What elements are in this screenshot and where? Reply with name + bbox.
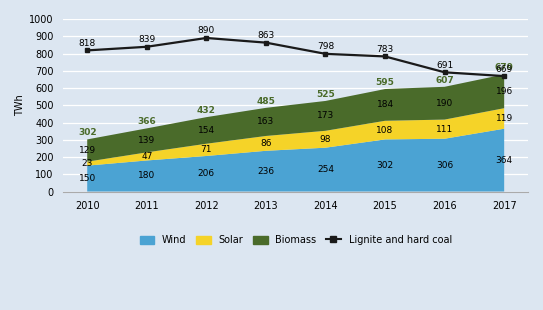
Text: 595: 595 <box>376 78 394 87</box>
Text: 129: 129 <box>79 146 96 155</box>
Text: 236: 236 <box>257 167 274 176</box>
Text: 432: 432 <box>197 106 216 115</box>
Text: 691: 691 <box>436 61 453 70</box>
Text: 364: 364 <box>496 156 513 165</box>
Text: 679: 679 <box>495 63 514 72</box>
Text: 607: 607 <box>435 76 454 85</box>
Text: 863: 863 <box>257 31 275 40</box>
Text: 139: 139 <box>138 136 155 145</box>
Text: 184: 184 <box>376 100 394 109</box>
Text: 196: 196 <box>496 87 513 96</box>
Text: 302: 302 <box>376 161 394 170</box>
Text: 525: 525 <box>316 90 335 99</box>
Text: 108: 108 <box>376 126 394 135</box>
Text: 485: 485 <box>256 97 275 106</box>
Text: 190: 190 <box>436 99 453 108</box>
Text: 111: 111 <box>436 125 453 134</box>
Text: 206: 206 <box>198 169 215 178</box>
Text: 366: 366 <box>137 117 156 126</box>
Text: 47: 47 <box>141 152 153 161</box>
Text: 71: 71 <box>200 145 212 154</box>
Text: 150: 150 <box>79 174 96 183</box>
Y-axis label: TWh: TWh <box>15 94 25 116</box>
Text: 254: 254 <box>317 165 334 174</box>
Text: 818: 818 <box>79 39 96 48</box>
Text: 154: 154 <box>198 126 215 135</box>
Text: 839: 839 <box>138 35 155 44</box>
Text: 98: 98 <box>320 135 331 144</box>
Text: 306: 306 <box>436 161 453 170</box>
Text: 23: 23 <box>81 159 93 168</box>
Text: 119: 119 <box>496 114 513 123</box>
Text: 86: 86 <box>260 139 272 148</box>
Legend: Wind, Solar, Biomass, Lignite and hard coal: Wind, Solar, Biomass, Lignite and hard c… <box>137 233 454 247</box>
Text: 163: 163 <box>257 117 275 126</box>
Text: 180: 180 <box>138 171 155 180</box>
Text: 173: 173 <box>317 111 334 120</box>
Text: 890: 890 <box>198 26 215 35</box>
Text: 798: 798 <box>317 42 334 51</box>
Text: 669: 669 <box>496 64 513 73</box>
Text: 302: 302 <box>78 128 97 137</box>
Text: 783: 783 <box>376 45 394 54</box>
